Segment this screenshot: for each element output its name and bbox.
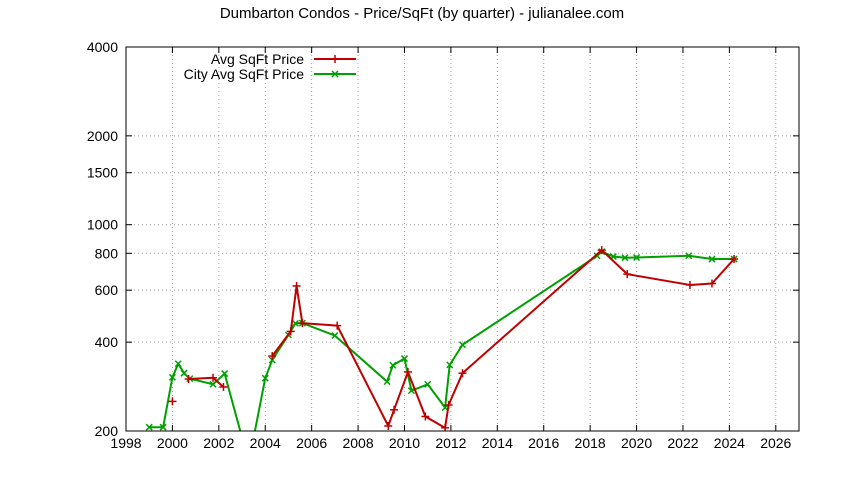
y-tick-label: 200: [95, 423, 119, 439]
data-point-avg-sqft-price: [286, 327, 295, 336]
series-line-city-avg-sqft-price: [149, 250, 735, 431]
data-point-avg-sqft-price: [623, 270, 632, 279]
data-point-city-avg-sqft-price: [708, 255, 716, 263]
data-point-avg-sqft-price: [707, 279, 716, 288]
data-point-avg-sqft-price: [458, 369, 467, 378]
data-point-avg-sqft-price: [390, 405, 399, 414]
data-point-city-avg-sqft-price: [159, 423, 167, 431]
data-point-city-avg-sqft-price: [446, 361, 454, 369]
y-tick-label: 800: [95, 245, 119, 261]
data-point-city-avg-sqft-price: [400, 355, 409, 363]
data-point-city-avg-sqft-price: [685, 252, 693, 260]
data-point-avg-sqft-price: [597, 246, 606, 255]
y-tick-label: 1500: [87, 165, 118, 181]
data-point-avg-sqft-price: [730, 255, 739, 264]
data-point-avg-sqft-price: [292, 281, 301, 290]
data-point-avg-sqft-price: [209, 373, 218, 382]
legend: Avg SqFt Price City Avg SqFt Price: [184, 51, 356, 82]
data-point-avg-sqft-price: [184, 375, 193, 384]
x-tick-label: 2024: [714, 435, 745, 451]
data-point-city-avg-sqft-price: [180, 369, 188, 377]
x-tick-label: 2016: [528, 435, 559, 451]
data-point-avg-sqft-price: [219, 382, 228, 391]
data-point-avg-sqft-price: [685, 280, 694, 289]
data-point-city-avg-sqft-price: [331, 332, 339, 340]
series-line-avg-sqft-price: [271, 249, 735, 429]
x-tick-label: 2012: [435, 435, 466, 451]
data-point-avg-sqft-price: [333, 321, 342, 330]
data-point-city-avg-sqft-price: [291, 319, 299, 327]
data-point-avg-sqft-price: [384, 421, 393, 430]
data-point-city-avg-sqft-price: [209, 380, 217, 388]
data-point-city-avg-sqft-price: [424, 380, 432, 388]
data-point-avg-sqft-price: [168, 397, 177, 406]
legend-label-avg-sqft-price: Avg SqFt Price: [211, 51, 304, 67]
data-point-city-avg-sqft-price: [458, 341, 467, 349]
plot-frame: [125, 46, 800, 432]
y-tick-label: 4000: [87, 39, 118, 55]
data-point-city-avg-sqft-price: [261, 374, 269, 382]
x-tick-label: 2008: [342, 435, 373, 451]
x-tick-label: 2002: [203, 435, 234, 451]
chart-title: Dumbarton Condos - Price/SqFt (by quarte…: [220, 5, 624, 22]
data-point-city-avg-sqft-price: [174, 360, 182, 368]
y-tick-label: 1000: [87, 217, 118, 233]
y-tick-label: 400: [95, 334, 119, 350]
y-tick-label: 2000: [87, 128, 118, 144]
x-tick-label: 2004: [250, 435, 281, 451]
x-tick-label: 2022: [667, 435, 698, 451]
data-point-avg-sqft-price: [268, 352, 277, 361]
data-point-city-avg-sqft-price: [389, 361, 397, 369]
x-tick-label: 1998: [110, 435, 141, 451]
data-point-city-avg-sqft-price: [633, 254, 641, 262]
legend-marker-city-avg-sqft-price: [331, 70, 339, 78]
data-point-city-avg-sqft-price: [168, 373, 176, 381]
x-tick-label: 2000: [157, 435, 188, 451]
data-point-city-avg-sqft-price: [383, 378, 391, 386]
axes: 1998 2000 2002 2004 2006 2008 2010 2012 2014 2016…: [87, 39, 800, 451]
x-tick-label: 2006: [296, 435, 327, 451]
data-point-avg-sqft-price: [298, 319, 307, 328]
data-point-city-avg-sqft-price: [145, 423, 153, 431]
data-point-city-avg-sqft-price: [239, 435, 245, 441]
legend-marker-avg-sqft-price: [331, 55, 339, 63]
data-point-avg-sqft-price: [444, 400, 453, 409]
data-point-city-avg-sqft-price: [621, 254, 629, 262]
x-tick-label: 2026: [760, 435, 791, 451]
grid: [126, 47, 799, 431]
x-tick-label: 2018: [575, 435, 606, 451]
data-point-avg-sqft-price: [421, 412, 430, 421]
data-point-city-avg-sqft-price: [221, 370, 229, 378]
y-tick-label: 600: [95, 282, 119, 298]
series-layer: [145, 246, 739, 441]
x-tick-label: 2014: [482, 435, 513, 451]
x-tick-label: 2020: [621, 435, 652, 451]
x-tick-label: 2010: [389, 435, 420, 451]
legend-label-city-avg-sqft-price: City Avg SqFt Price: [184, 66, 305, 82]
data-point-avg-sqft-price: [403, 367, 412, 376]
